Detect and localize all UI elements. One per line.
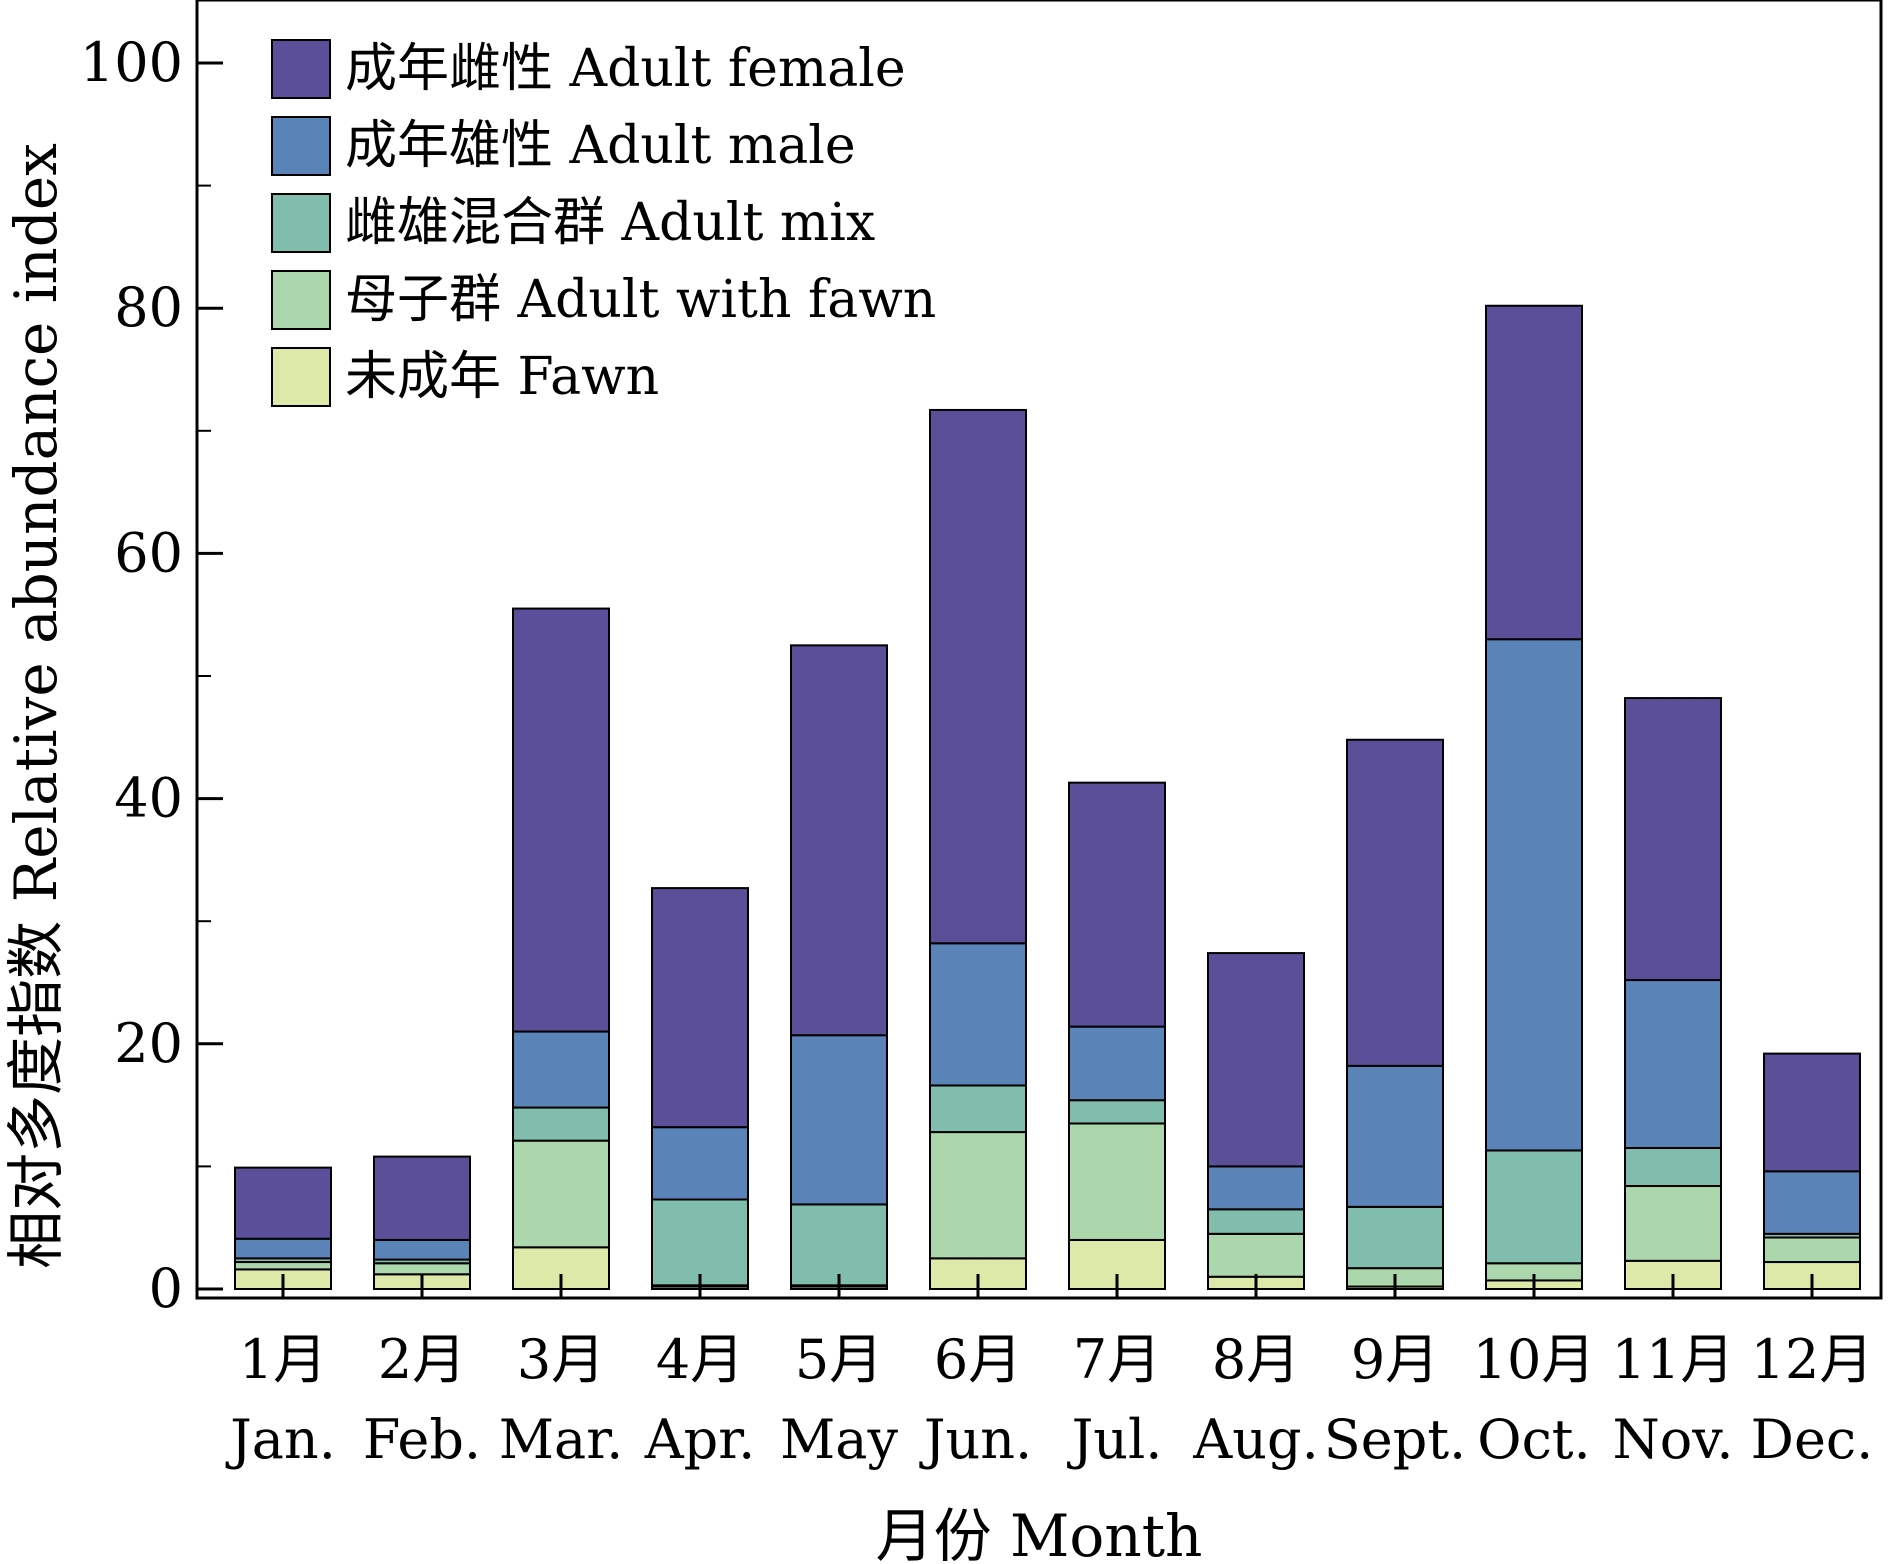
bar-segment <box>1763 1236 1861 1264</box>
x-tick-label-en: Feb. <box>363 1408 481 1471</box>
y-axis: 0 20 40 60 80 100 <box>80 31 223 1320</box>
bar-segment <box>512 1030 610 1109</box>
bar-segment <box>1068 1122 1166 1241</box>
bar-segment <box>1763 1052 1861 1173</box>
legend-label: 母子群 Adult with fawn <box>345 270 936 330</box>
x-tick-label-en: Nov. <box>1612 1408 1733 1471</box>
bar-segment <box>1207 1208 1305 1235</box>
bar-segment <box>651 1198 749 1287</box>
bar-segment <box>929 942 1027 1087</box>
y-tick-label: 100 <box>80 31 183 94</box>
x-tick-label-cn: 1月 <box>239 1328 327 1391</box>
x-tick-label-cn: 3月 <box>517 1328 605 1391</box>
x-tick-label-en: Mar. <box>499 1408 624 1471</box>
bar-segment <box>1207 1165 1305 1211</box>
legend-label: 成年雄性 Adult male <box>345 116 856 176</box>
legend: 成年雌性 Adult female 成年雄性 Adult male 雌雄混合群 Ad… <box>271 39 936 407</box>
x-tick-label-cn: 9月 <box>1351 1328 1439 1391</box>
bar-segment <box>1624 1147 1722 1188</box>
bar-segment <box>512 1139 610 1249</box>
bar-segment <box>373 1262 471 1276</box>
x-tick-label-en: Jan. <box>225 1408 336 1471</box>
y-tick-label: 20 <box>114 1012 183 1075</box>
x-tick-label-cn: 10月 <box>1473 1328 1596 1391</box>
x-tick-label-en: May <box>780 1408 898 1471</box>
bar-segment <box>1485 638 1583 1152</box>
x-tick-label-cn: 7月 <box>1073 1328 1161 1391</box>
bar-segment <box>1068 1099 1166 1125</box>
legend-label: 未成年 Fawn <box>345 347 659 407</box>
bars-layer <box>234 304 1861 1291</box>
bar-segment <box>790 1203 888 1287</box>
y-tick-label: 0 <box>149 1257 183 1320</box>
legend-swatch <box>271 116 331 176</box>
legend-label: 雌雄混合群 Adult mix <box>345 193 875 253</box>
bar-segment <box>929 408 1027 945</box>
bar-segment <box>1068 1025 1166 1102</box>
bar-segment <box>1763 1170 1861 1235</box>
bar-segment <box>651 887 749 1129</box>
bar-segment <box>1624 697 1722 982</box>
bar-segment <box>1624 979 1722 1150</box>
x-tick-label-cn: 6月 <box>934 1328 1022 1391</box>
bar-segment <box>790 1034 888 1206</box>
x-axis: 1月 Jan. 2月 Feb. 3月 Mar. 4月 Apr. 5月 May 6月 Jun. 7月 Jul… <box>225 1274 1873 1471</box>
bar-segment <box>234 1237 332 1260</box>
legend-swatch <box>271 193 331 253</box>
bar-segment <box>1346 738 1444 1067</box>
bar-segment <box>1624 1185 1722 1262</box>
x-tick-label-cn: 12月 <box>1751 1328 1874 1391</box>
bar-segment <box>1485 304 1583 641</box>
bar-segment <box>373 1238 471 1261</box>
x-tick-label-en: Apr. <box>644 1408 756 1471</box>
x-tick-label-en: Sept. <box>1324 1408 1466 1471</box>
bar-segment <box>234 1166 332 1240</box>
x-tick-label-en: Jul. <box>1067 1408 1163 1471</box>
x-axis-title: 月份 Month <box>876 1502 1203 1564</box>
bar-segment <box>1346 1205 1444 1270</box>
legend-swatch <box>271 270 331 330</box>
x-tick-label-en: Oct. <box>1477 1408 1590 1471</box>
legend-swatch <box>271 347 331 407</box>
bar-segment <box>1068 781 1166 1028</box>
y-tick-label: 60 <box>114 521 183 584</box>
x-tick-label-en: Jun. <box>919 1408 1032 1471</box>
x-tick-label-en: Aug. <box>1192 1408 1319 1471</box>
bar-segment <box>651 1126 749 1201</box>
bar-segment <box>234 1261 332 1271</box>
x-tick-label-cn: 11月 <box>1612 1328 1735 1391</box>
legend-label: 成年雌性 Adult female <box>345 39 906 99</box>
bar-segment <box>1207 1232 1305 1278</box>
bar-segment <box>929 1131 1027 1260</box>
x-tick-label-cn: 2月 <box>378 1328 466 1391</box>
x-tick-label-cn: 4月 <box>656 1328 744 1391</box>
y-tick-label: 40 <box>114 767 183 830</box>
bar-segment <box>512 607 610 1033</box>
x-tick-label-cn: 8月 <box>1212 1328 1300 1391</box>
y-tick-label: 80 <box>114 276 183 339</box>
bar-segment <box>929 1084 1027 1134</box>
bar-segment <box>1346 1064 1444 1208</box>
y-axis-title: 相对多度指数 Relative abundance index <box>2 143 70 1269</box>
bar-segment <box>790 644 888 1037</box>
legend-swatch <box>271 39 331 99</box>
bar-segment <box>1485 1149 1583 1265</box>
plot-area-frame <box>195 0 1883 1300</box>
bar-segment <box>512 1106 610 1142</box>
x-tick-label-en: Dec. <box>1751 1408 1874 1471</box>
bar-segment <box>1207 952 1305 1168</box>
bar-segment <box>373 1155 471 1241</box>
x-tick-label-cn: 5月 <box>795 1328 883 1391</box>
